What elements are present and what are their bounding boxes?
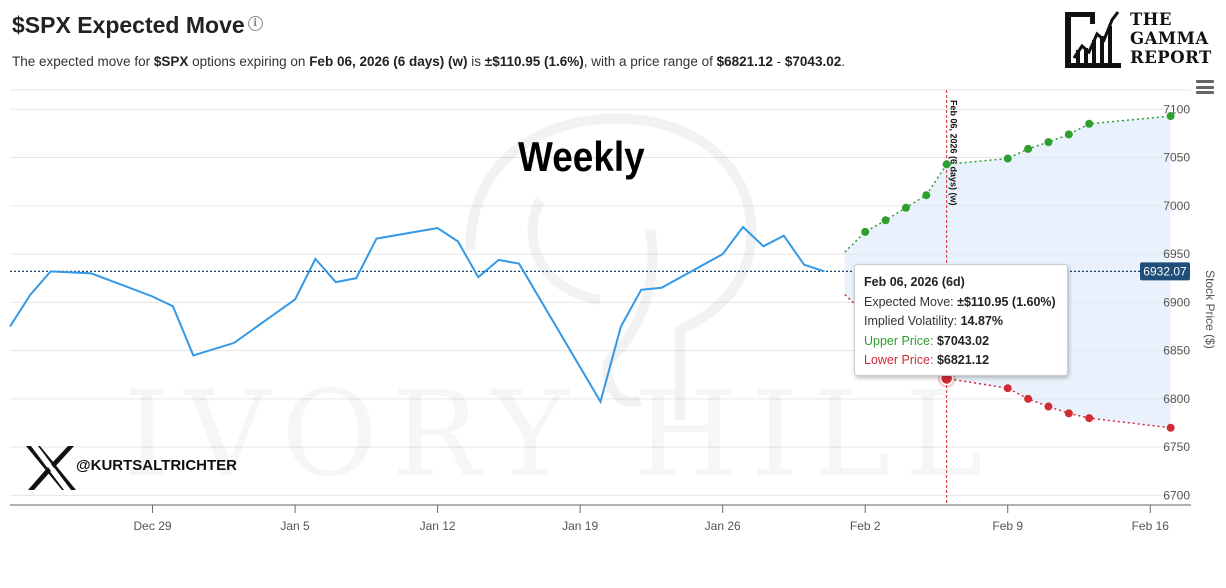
price-series-line[interactable] [9, 225, 825, 405]
y-tick-label: 6800 [1163, 392, 1190, 406]
tooltip-value: 14.87% [960, 314, 1003, 328]
y-tick-label: 6700 [1163, 488, 1190, 502]
expiry-label: Feb 06, 2026 (6 days) (w) [949, 100, 959, 206]
x-tick-label: Feb 2 [850, 519, 881, 533]
y-tick-label: 6850 [1163, 344, 1190, 358]
subtitle-low: $6821.12 [716, 54, 773, 69]
lower-point[interactable] [1044, 402, 1053, 411]
tooltip-lower: Lower Price: $6821.12 [864, 351, 1058, 371]
tooltip-label: Implied Volatility: [864, 314, 961, 328]
x-tick-label: Jan 5 [280, 519, 310, 533]
subtitle-text: is [467, 54, 485, 69]
upper-point[interactable] [942, 160, 951, 169]
upper-point[interactable] [1044, 138, 1053, 147]
current-price-label-bg [1140, 262, 1190, 281]
x-tick-label: Jan 12 [420, 519, 456, 533]
lower-point[interactable] [1003, 384, 1012, 393]
logo-line: THE [1130, 10, 1172, 29]
upper-points [861, 112, 1175, 236]
upper-point[interactable] [1166, 112, 1175, 121]
tooltip-expected-move: Expected Move: ±$110.95 (1.60%) [864, 293, 1058, 313]
chart-menu-button[interactable] [1196, 80, 1214, 94]
x-tick-label: Dec 29 [134, 519, 172, 533]
logo-text: THE GAMMA REPORT [1130, 10, 1212, 67]
x-tick-label: Jan 19 [562, 519, 598, 533]
y-tick-label: 6950 [1163, 247, 1190, 261]
tooltip-title: Feb 06, 2026 (6d) [864, 275, 965, 289]
tooltip-label: Upper Price: [864, 333, 937, 348]
lower-point[interactable] [1166, 423, 1175, 432]
tooltip-iv: Implied Volatility: 14.87% [864, 312, 1058, 332]
subtitle-text: . [841, 54, 845, 69]
subtitle-text: The expected move for [12, 54, 154, 69]
current-price-label-text: 6932.07 [1143, 264, 1187, 278]
gamma-logo-icon [1065, 11, 1121, 68]
y-axis-title: Stock Price ($) [1203, 270, 1217, 349]
upper-point[interactable] [901, 203, 910, 212]
current-price-label: 6932.07 [1140, 262, 1190, 281]
logo-line: GAMMA [1130, 29, 1209, 48]
subtitle-text: , with a price range of [583, 54, 717, 69]
y-tick-label: 7050 [1163, 151, 1190, 165]
x-axis: Dec 29 Jan 5 Jan 12 Jan 19 Jan 26 Feb 2 Feb 9 F… [10, 504, 1191, 533]
tooltip-label: Expected Move: [864, 294, 958, 309]
gamma-report-logo: THE GAMMA REPORT [1062, 8, 1222, 72]
upper-point[interactable] [1085, 119, 1094, 128]
subtitle-high: $7043.02 [784, 54, 842, 69]
subtitle-move: ±$110.95 (1.6%) [484, 54, 584, 69]
y-tick-label: 7000 [1163, 199, 1190, 213]
lower-point[interactable] [1085, 414, 1094, 423]
y-tick-label: 6900 [1163, 295, 1190, 309]
subtitle-text: - [772, 54, 785, 69]
upper-point[interactable] [881, 216, 890, 225]
chart-title: $SPX Expected Move i [12, 12, 263, 39]
subtitle-expiry: Feb 06, 2026 (6 days) (w) [309, 54, 468, 69]
tooltip-upper: Upper Price: $7043.02 [864, 332, 1058, 352]
x-tick-label: Jan 26 [705, 519, 741, 533]
tooltip-value: $7043.02 [936, 333, 990, 348]
social-handle: @KURTSALTRICHTER [76, 457, 238, 474]
x-logo-icon [26, 446, 76, 490]
chart-subtitle: The expected move for $SPX options expir… [12, 54, 845, 69]
x-tick-label: Feb 16 [1132, 519, 1170, 533]
subtitle-ticker: $SPX [153, 54, 189, 69]
elephant-watermark [465, 113, 757, 420]
tooltip-value: ±$110.95 (1.60%) [957, 294, 1056, 309]
lower-point[interactable] [1024, 394, 1033, 403]
ivory-hill-watermark: IVORY HILL [123, 365, 996, 503]
x-tick-label: Feb 9 [992, 519, 1023, 533]
subtitle-text: options expiring on [188, 54, 310, 69]
y-tick-label: 6750 [1163, 440, 1190, 454]
chart-title-text: $SPX Expected Move [12, 12, 245, 38]
lower-point[interactable] [1064, 409, 1073, 418]
tooltip-label: Lower Price: [864, 353, 937, 367]
upper-point[interactable] [922, 191, 931, 200]
chart-tooltip: Feb 06, 2026 (6d) Expected Move: ±$110.9… [854, 264, 1068, 376]
upper-point[interactable] [1003, 154, 1012, 163]
tooltip-value: $6821.12 [936, 353, 990, 367]
upper-point[interactable] [1064, 130, 1073, 139]
upper-point[interactable] [861, 227, 870, 236]
logo-line: REPORT [1130, 48, 1212, 67]
info-icon[interactable]: i [247, 16, 263, 31]
upper-point[interactable] [1024, 144, 1033, 153]
weekly-label: Weekly [518, 133, 645, 180]
